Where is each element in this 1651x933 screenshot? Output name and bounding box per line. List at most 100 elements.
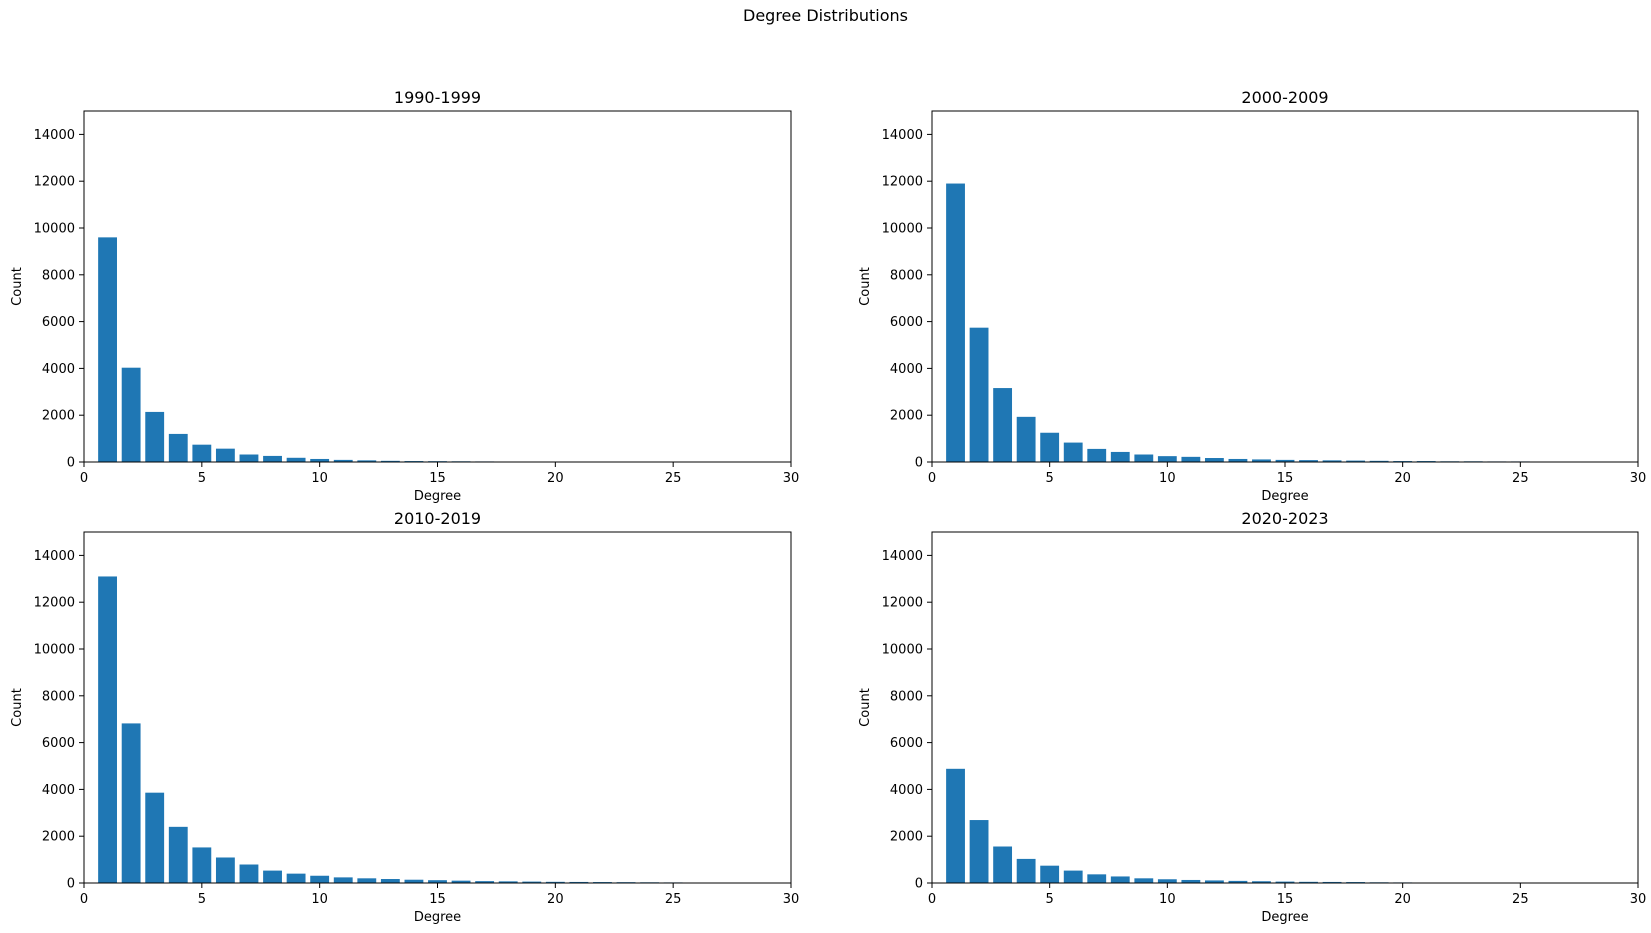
y-tick-label: 8000 <box>890 689 923 704</box>
x-tick-label: 10 <box>1159 471 1176 486</box>
bar <box>1157 456 1177 462</box>
bar <box>428 880 447 883</box>
bar <box>1228 458 1248 462</box>
y-tick-label: 8000 <box>42 268 75 283</box>
y-axis-label: Count <box>10 267 25 306</box>
bar <box>310 458 330 462</box>
axes-frame <box>931 110 1639 463</box>
bar <box>451 880 471 883</box>
x-tick-label: 20 <box>547 892 564 907</box>
bar <box>1040 865 1060 883</box>
bar <box>545 881 565 883</box>
bar <box>1110 876 1130 883</box>
bar <box>1322 460 1342 462</box>
x-tick-label: 25 <box>1512 892 1529 907</box>
bar <box>192 444 212 462</box>
x-tick-label: 5 <box>198 892 206 907</box>
x-tick-label: 25 <box>665 892 682 907</box>
y-tick-label: 12000 <box>882 175 923 190</box>
bar <box>1275 881 1295 883</box>
bar <box>98 237 117 462</box>
y-axis-label: Count <box>10 688 25 727</box>
y-tick-label: 14000 <box>882 128 923 143</box>
y-tick-label: 4000 <box>890 783 923 798</box>
bar <box>1087 874 1107 883</box>
x-tick-label: 15 <box>429 892 446 907</box>
bar <box>1181 879 1201 883</box>
y-tick-label: 6000 <box>42 315 75 330</box>
bar <box>1275 459 1295 462</box>
bar <box>1134 878 1154 883</box>
y-tick-label: 2000 <box>890 830 923 845</box>
bar <box>498 881 518 883</box>
x-tick-label: 20 <box>1394 892 1411 907</box>
bar <box>946 183 965 463</box>
bar <box>121 367 141 462</box>
subplot-title: 1990-1999 <box>394 88 481 107</box>
x-tick-label: 10 <box>1159 892 1176 907</box>
y-tick-label: 0 <box>915 877 923 892</box>
bar <box>1322 881 1342 883</box>
x-tick-label: 20 <box>547 471 564 486</box>
y-tick-label: 12000 <box>34 175 75 190</box>
x-tick-label: 0 <box>928 471 936 486</box>
y-tick-label: 6000 <box>890 736 923 751</box>
bar <box>263 870 282 883</box>
y-tick-label: 4000 <box>890 362 923 377</box>
bar <box>1299 881 1318 883</box>
y-tick-label: 6000 <box>42 736 75 751</box>
x-tick-label: 5 <box>198 471 206 486</box>
bar <box>98 576 117 883</box>
subplot-2: 0 5 10 15 20 25 30 0 2000 4000 6000 8000 10000 12000 1… <box>858 88 1646 504</box>
subplot-1: 0 5 10 15 20 25 30 0 2000 4000 6000 8000 10000 12000 1… <box>10 88 799 504</box>
axes-frame <box>931 531 1639 884</box>
y-tick-label: 2000 <box>42 830 75 845</box>
y-axis-label: Count <box>858 267 873 306</box>
bar <box>569 881 589 883</box>
bar <box>1016 416 1036 462</box>
y-tick-label: 2000 <box>42 409 75 424</box>
bar <box>239 864 259 883</box>
bar <box>168 433 188 462</box>
bar <box>215 448 235 462</box>
bar <box>333 877 353 883</box>
x-axis-label: Degree <box>414 489 461 504</box>
bar <box>1369 460 1389 462</box>
subplot-3: 0 5 10 15 20 25 30 0 2000 4000 6000 8000 10000 12000 1… <box>10 509 799 925</box>
x-tick-label: 30 <box>783 892 800 907</box>
bar <box>1252 881 1271 883</box>
bar <box>145 792 165 883</box>
bar <box>475 881 495 883</box>
x-tick-label: 0 <box>80 471 88 486</box>
y-tick-label: 6000 <box>890 315 923 330</box>
bar <box>263 455 282 462</box>
y-tick-label: 14000 <box>34 549 75 564</box>
x-tick-label: 30 <box>783 471 800 486</box>
bar <box>121 723 141 883</box>
bar <box>1181 456 1201 462</box>
y-tick-label: 0 <box>67 877 75 892</box>
y-tick-label: 12000 <box>882 596 923 611</box>
bar <box>969 327 989 462</box>
y-tick-label: 14000 <box>34 128 75 143</box>
subplot-title: 2010-2019 <box>394 509 481 528</box>
y-tick-label: 0 <box>67 456 75 471</box>
x-axis-label: Degree <box>1261 910 1308 925</box>
subplot-title: 2020-2023 <box>1241 509 1328 528</box>
bar <box>286 457 306 462</box>
x-tick-label: 0 <box>80 892 88 907</box>
bar <box>1110 451 1130 462</box>
bar <box>380 460 400 462</box>
bar <box>1016 858 1036 883</box>
x-tick-label: 30 <box>1630 892 1647 907</box>
bar <box>1063 442 1083 462</box>
x-tick-label: 15 <box>1277 892 1294 907</box>
y-tick-label: 10000 <box>34 222 75 237</box>
x-axis-label: Degree <box>414 910 461 925</box>
x-tick-label: 20 <box>1394 471 1411 486</box>
subplot-4: 0 5 10 15 20 25 30 0 2000 4000 6000 8000 10000 12000 1… <box>858 509 1646 925</box>
bar <box>1157 879 1177 883</box>
figure-title: Degree Distributions <box>743 6 908 25</box>
bar <box>310 875 330 883</box>
